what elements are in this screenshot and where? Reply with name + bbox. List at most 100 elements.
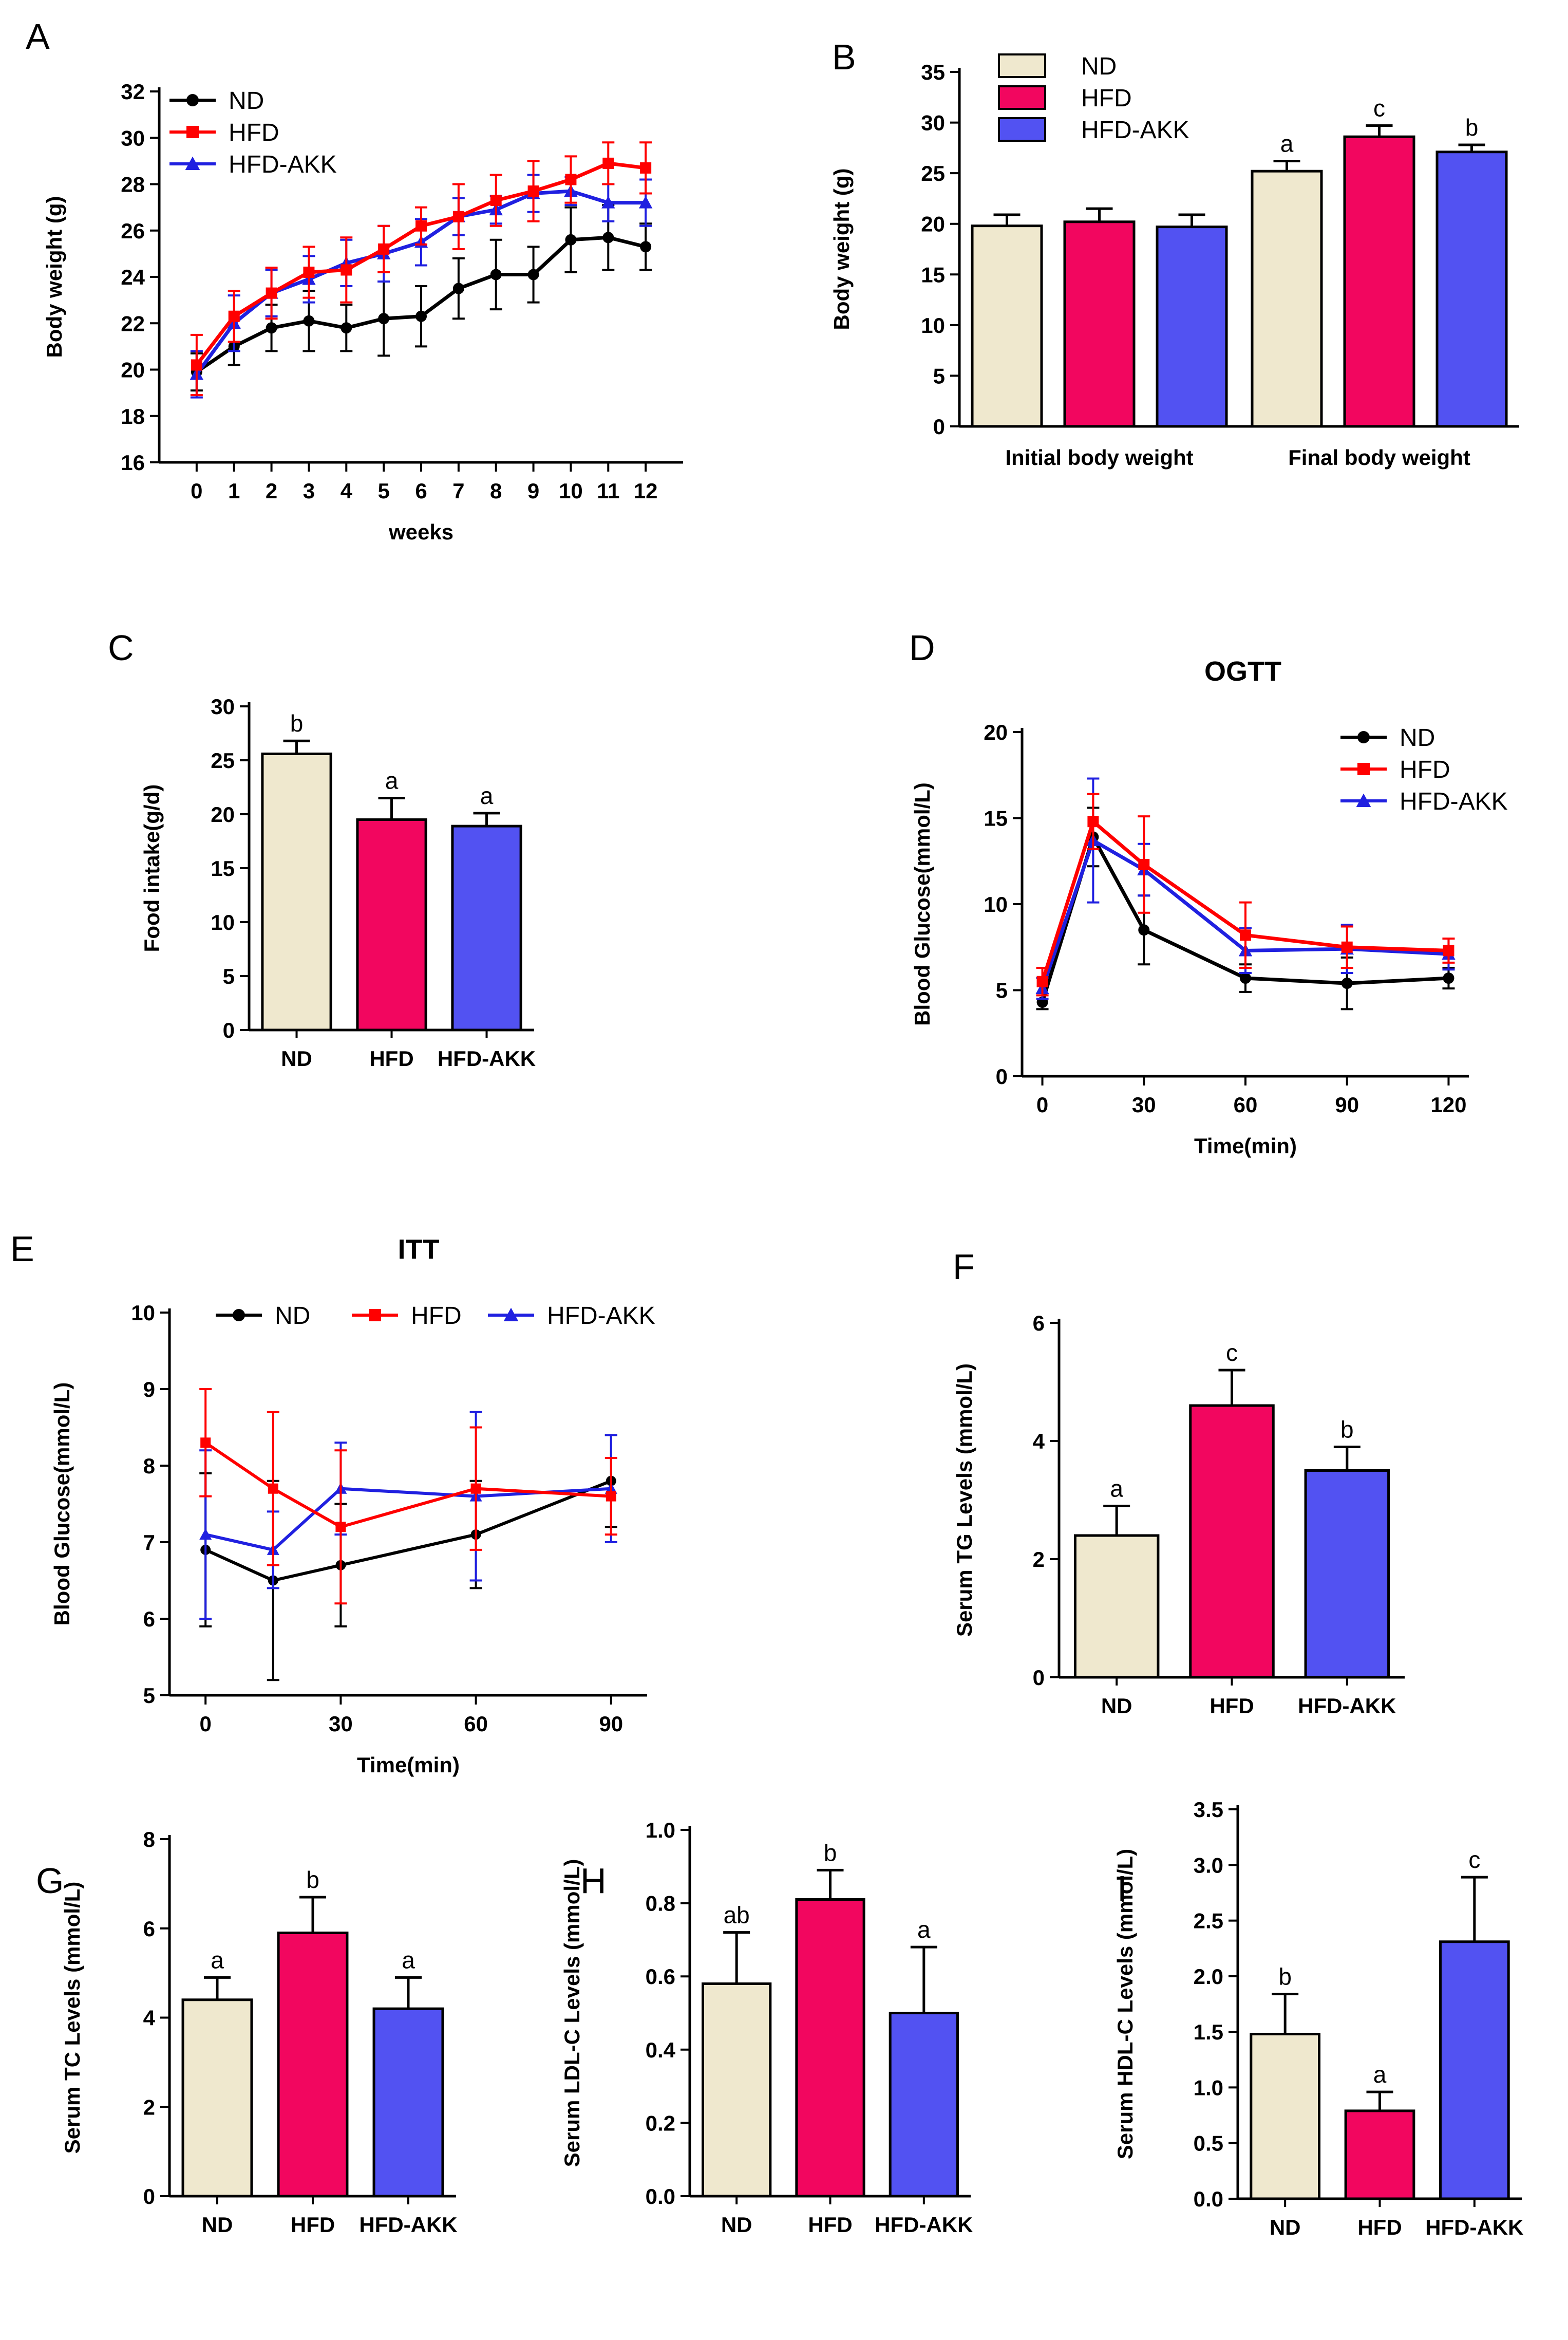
bar-group-nd: b ND: [1250, 1963, 1321, 2239]
x-tick-label: ND: [281, 1046, 312, 1071]
bar: [1251, 170, 1323, 428]
bar: [1156, 226, 1228, 428]
y-tick-label: 9: [143, 1377, 155, 1401]
bar-group-hfd-akk: a HFD-AKK: [438, 782, 536, 1071]
data-point: [378, 313, 390, 325]
x-tick-label: 4: [341, 479, 353, 503]
significance-letter: a: [1373, 2061, 1387, 2088]
y-tick-label: 18: [121, 404, 145, 428]
data-point: [527, 185, 539, 197]
bar-group-hfd-akk: a HFD-AKK: [875, 1916, 973, 2237]
x-tick-label: HFD: [369, 1046, 413, 1071]
y-tick-label: 30: [921, 111, 945, 135]
significance-letter: a: [480, 782, 494, 809]
significance-letter: b: [1278, 1963, 1292, 1990]
significance-letter: b: [824, 1839, 837, 1866]
bar-group-hfd: c HFD: [1189, 1339, 1275, 1718]
bar: [1063, 220, 1136, 428]
bar: [1343, 135, 1415, 428]
y-tick-label: 10: [984, 892, 1008, 916]
x-tick-label: 30: [329, 1712, 353, 1736]
y-tick-label: 3.5: [1194, 1798, 1223, 1822]
x-tick-label: ND: [1270, 2215, 1301, 2239]
legend: ND HFD HFD-AKK: [998, 53, 1189, 144]
data-point: [200, 1437, 211, 1448]
y-tick-label: 8: [143, 1827, 155, 1851]
significance-letter: a: [402, 1946, 415, 1973]
bar: [1439, 1940, 1510, 2200]
y-tick-label: 0.4: [646, 2038, 676, 2062]
series-hfd-akk: [199, 1411, 617, 1620]
bar: [1189, 1404, 1275, 1679]
y-tick-label: 20: [984, 720, 1008, 744]
y-tick-label: 3.0: [1194, 1853, 1223, 1877]
data-point: [341, 264, 352, 276]
significance-letter: b: [290, 710, 304, 737]
data-point: [452, 283, 464, 294]
x-tick-label: 30: [1132, 1093, 1156, 1117]
y-tick-label: 26: [121, 219, 145, 243]
bar: [261, 752, 332, 1032]
data-point: [490, 195, 502, 207]
panel-letter: I: [1117, 1868, 1127, 1908]
bar-group-nd: ab ND: [702, 1902, 772, 2237]
x-tick-label: 9: [527, 479, 539, 503]
legend-swatch-hfd: [998, 85, 1046, 110]
legend-label: HFD: [229, 119, 279, 146]
series-line: [204, 1441, 611, 1529]
data-point: [640, 162, 652, 174]
y-tick-label: 2.0: [1194, 1964, 1223, 1989]
y-tick-label: 4: [1033, 1429, 1045, 1453]
bar-hfd-akk: b: [1435, 114, 1508, 428]
y-axis-label: Blood Glucose(mmol/L): [910, 782, 934, 1026]
y-tick-label: 0.0: [1194, 2187, 1223, 2211]
panel-letter: B: [832, 37, 856, 77]
bar-nd: [971, 213, 1043, 428]
data-point: [602, 157, 614, 169]
bar: [795, 1898, 865, 2198]
series-hfd: [199, 1388, 617, 1605]
y-axis-label: Blood Glucose(mmol/L): [50, 1382, 74, 1626]
x-tick-label: 3: [303, 479, 315, 503]
series-line: [1041, 837, 1449, 989]
significance-letter: a: [917, 1916, 931, 1943]
data-point: [503, 1307, 519, 1321]
bar: [1250, 2032, 1321, 2200]
series-nd: [199, 1434, 617, 1681]
bar: [1304, 1469, 1390, 1679]
legend-swatch-hfd-akk: [998, 117, 1046, 142]
y-tick-label: 6: [1033, 1311, 1045, 1335]
bar-group-hfd-akk: b HFD-AKK: [1298, 1416, 1396, 1718]
x-tick-label: 10: [559, 479, 583, 503]
series-line: [204, 1480, 612, 1582]
significance-letter: b: [306, 1866, 319, 1893]
x-tick-label: HFD-AKK: [1425, 2215, 1523, 2239]
significance-letter: a: [211, 1946, 224, 1973]
panel-d: D 0 5 10 15 20 0 30 60 90 120 Time(min) Blood Glucos…: [909, 628, 1508, 1158]
y-tick-label: 5: [143, 1683, 155, 1708]
legend-label: ND: [1400, 724, 1435, 752]
x-tick-label: HFD: [291, 2213, 335, 2237]
data-point: [1240, 972, 1251, 984]
data-point: [268, 1483, 278, 1494]
bar: [181, 1998, 253, 2198]
x-tick-label: 90: [599, 1712, 623, 1736]
y-tick-label: 5: [933, 364, 945, 388]
x-axis-label: Time(min): [357, 1753, 460, 1777]
y-tick-label: 16: [121, 451, 145, 475]
y-tick-label: 15: [211, 856, 235, 881]
significance-letter: c: [1373, 95, 1385, 121]
bar: [356, 818, 427, 1032]
y-tick-label: 25: [211, 748, 235, 773]
panel-e: E 5 6 7 8 9 10 0 30 60 90 Time(min) Blood Glucose(mm…: [10, 1229, 655, 1777]
significance-letter: a: [1110, 1475, 1123, 1502]
panel-c: C 0 5 10 15 20 25 30 Food intake(g/d) b ND a HFD a HFD…: [108, 628, 536, 1071]
x-tick-label: 0: [200, 1712, 212, 1736]
panel-letter: F: [953, 1247, 975, 1287]
y-axis-label: Serum HDL-C Levels (mmol/L): [1113, 1849, 1137, 2159]
data-point: [602, 232, 614, 244]
data-point: [199, 1528, 212, 1540]
y-tick-label: 0.0: [646, 2184, 675, 2208]
legend-label: HFD: [1081, 85, 1132, 112]
